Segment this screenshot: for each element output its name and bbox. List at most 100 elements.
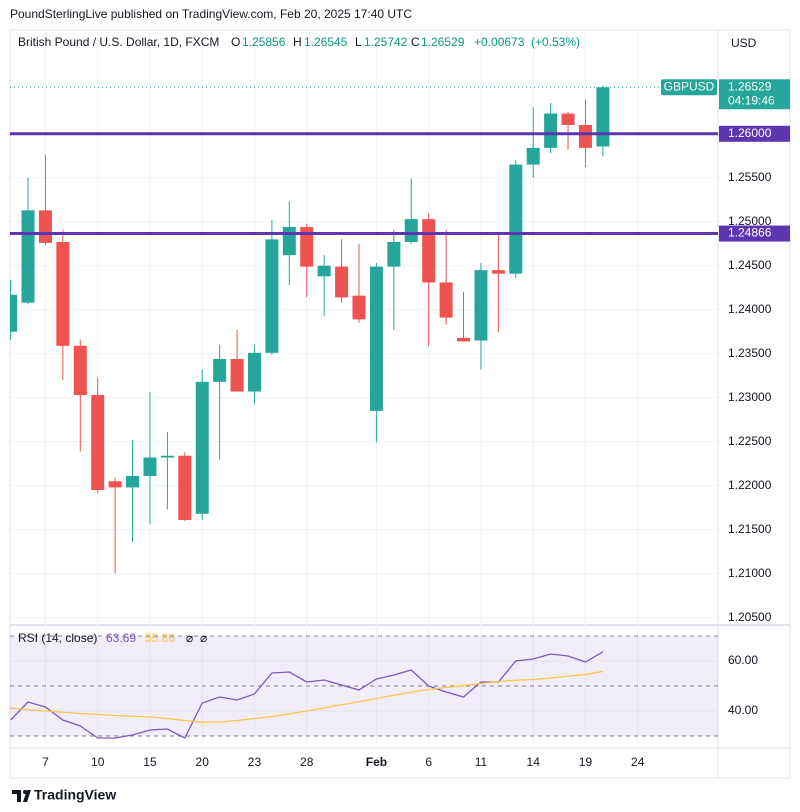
price-label: 1.26529 — [728, 79, 772, 93]
x-tick-label: 10 — [91, 755, 105, 769]
candle-body — [369, 266, 383, 411]
x-tick-label: 7 — [42, 755, 49, 769]
candle-body — [178, 455, 192, 520]
series-line — [10, 651, 604, 739]
y-tick-label: 1.25000 — [728, 214, 772, 228]
legend-low: 1.25742 — [364, 35, 408, 49]
y-tick-label: 1.25500 — [728, 170, 772, 184]
y-tick-label: 40.00 — [728, 703, 758, 717]
candle-body — [38, 210, 52, 243]
y-tick-label: 1.23000 — [728, 390, 772, 404]
y-tick-label: 1.23500 — [728, 346, 772, 360]
candle-body — [300, 227, 314, 267]
y-tick-label: 1.21500 — [728, 522, 772, 536]
level-label: 1.26000 — [728, 126, 772, 140]
candle-body — [56, 241, 70, 346]
candle-body — [91, 395, 105, 491]
y-tick-label: 1.22000 — [728, 478, 772, 492]
candle-body — [335, 266, 349, 298]
x-tick-label: 20 — [196, 755, 210, 769]
level-label: 1.24866 — [728, 226, 772, 240]
candle-body — [10, 294, 18, 332]
publisher: PoundSterlingLive published on TradingVi… — [10, 7, 412, 21]
legend-key: O — [231, 35, 240, 49]
candle-body — [596, 87, 610, 147]
y-tick-label: 1.24000 — [728, 302, 772, 316]
price-pane — [10, 85, 718, 574]
x-tick-label: 15 — [143, 755, 157, 769]
footer-logo: TradingView — [12, 787, 116, 803]
rsi-pane — [10, 635, 718, 739]
rsi-value: 63.69 — [106, 631, 136, 645]
currency: USD — [731, 36, 757, 50]
candle-body — [230, 358, 244, 392]
rsi-placeholder: ⌀ — [200, 631, 207, 645]
legend: British Pound / U.S. Dollar, 1D, FXCM O … — [18, 35, 580, 645]
y-tick-label: 1.20500 — [728, 610, 772, 624]
candle-body — [491, 270, 505, 274]
candle-body — [526, 147, 540, 165]
legend-key: H — [293, 35, 302, 49]
candle-body — [422, 219, 436, 283]
frame — [9, 29, 791, 779]
legend-key: L — [355, 35, 362, 49]
x-tick-label: 28 — [300, 755, 314, 769]
candle-body — [509, 164, 523, 274]
candle-body — [317, 265, 331, 277]
legend-high: 1.26545 — [304, 35, 348, 49]
candle-body — [474, 270, 488, 341]
x-tick-label: 23 — [248, 755, 262, 769]
logo-icon — [12, 790, 31, 802]
candle-body — [352, 295, 366, 320]
y-tick-label: 60.00 — [728, 653, 758, 667]
x-tick-label: 19 — [579, 755, 593, 769]
candle-body — [213, 358, 227, 382]
legend-key: C — [411, 35, 420, 49]
x-tick-label: 11 — [475, 755, 488, 769]
y-tick-label: 1.22500 — [728, 434, 772, 448]
x-tick-label: Feb — [366, 755, 387, 769]
rsi-ma-value: 55.86 — [145, 631, 175, 645]
candle-body — [21, 210, 35, 303]
candle-body — [578, 125, 592, 148]
candle-body — [247, 352, 261, 392]
footer-brand: TradingView — [34, 787, 116, 803]
candle-body — [544, 113, 558, 148]
x-tick-label: 24 — [631, 755, 645, 769]
y-tick-label: 1.24500 — [728, 258, 772, 272]
candle-body — [265, 239, 279, 353]
symbol-label: GBPUSD — [664, 79, 715, 93]
y-tick-label: 1.21000 — [728, 566, 772, 580]
level-tag — [719, 225, 790, 242]
rsi-placeholder: ⌀ — [186, 631, 193, 645]
x-tick-label: 6 — [425, 755, 432, 769]
candle-body — [282, 227, 296, 256]
logo-dot — [23, 790, 27, 794]
currency-box — [725, 33, 765, 55]
candle-body — [561, 113, 575, 126]
candle-body — [108, 481, 122, 488]
legend-close: 1.26529 — [421, 35, 465, 49]
candle-body — [73, 345, 87, 396]
candle-body — [404, 219, 418, 242]
legend-open: 1.25856 — [242, 35, 286, 49]
candle-body — [160, 455, 174, 458]
symbol-title: British Pound / U.S. Dollar, 1D, FXCM — [18, 35, 219, 49]
symbol-tag — [661, 79, 717, 96]
price-tag — [719, 79, 790, 110]
x-tick-label: 14 — [527, 755, 541, 769]
candle-body — [439, 282, 453, 318]
legend-change-pct: (+0.53%) — [531, 35, 580, 49]
candle-body — [457, 337, 471, 342]
countdown: 04:19:46 — [728, 93, 775, 107]
axes: 7 10 15 20 23 28 Feb 6 11 14 19 24 1.20500 1.21000 1.2… — [42, 79, 790, 769]
legend-change: +0.00673 — [474, 35, 525, 49]
rsi-title: RSI (14, close) — [18, 631, 97, 645]
candle-body — [143, 457, 157, 476]
candle-body — [387, 241, 401, 267]
candle-body — [126, 475, 140, 488]
level-tag — [719, 125, 790, 142]
candle-body — [195, 381, 209, 514]
